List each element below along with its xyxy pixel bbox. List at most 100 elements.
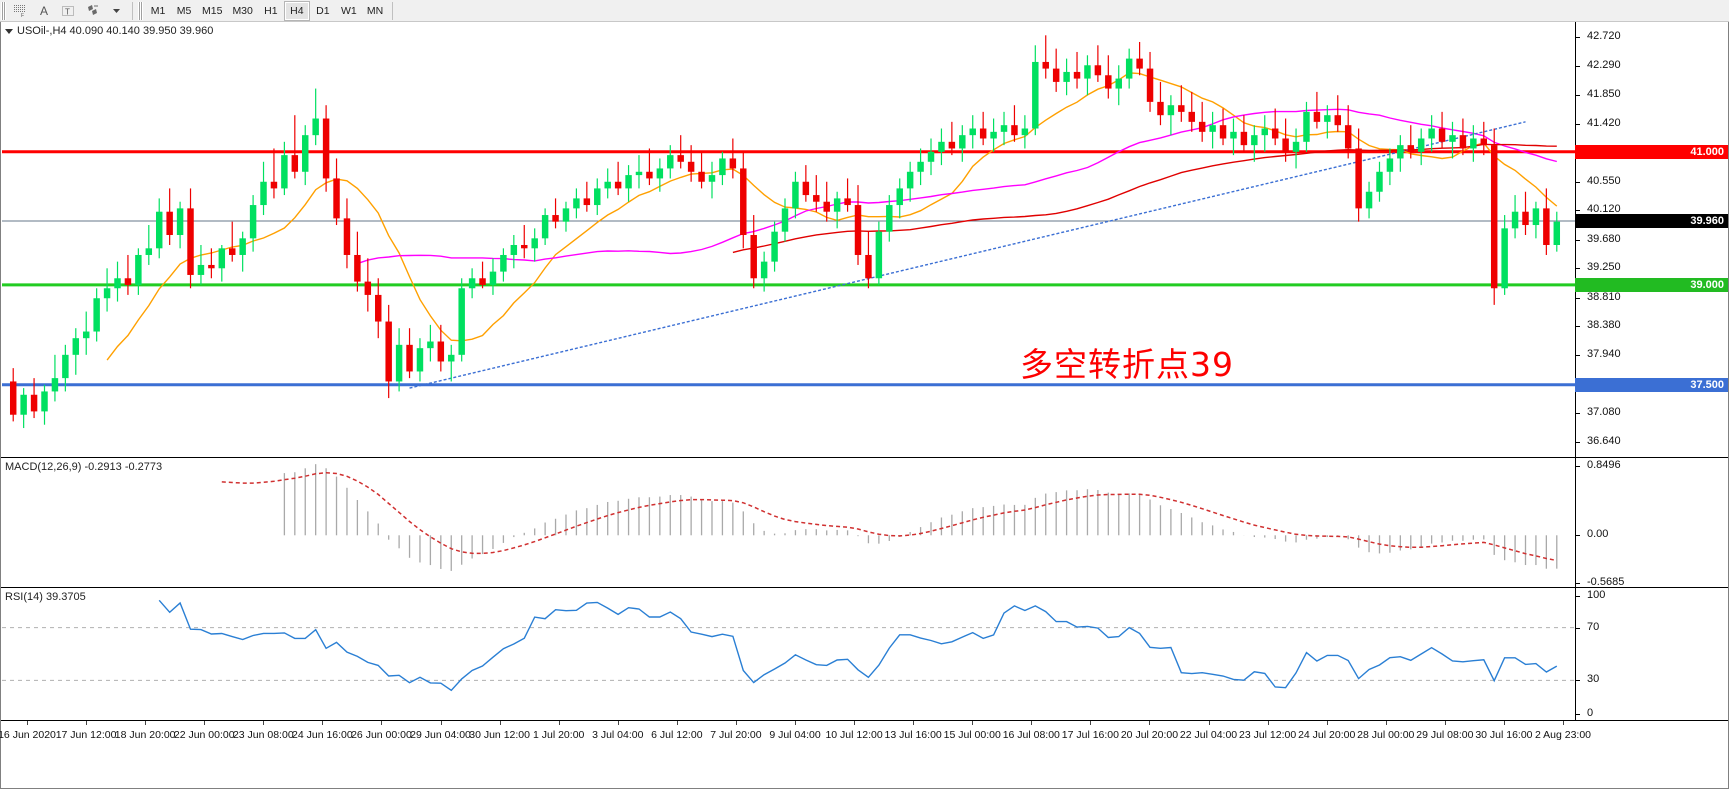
candle: [82, 311, 90, 355]
x-axis-tick: [27, 721, 28, 725]
x-axis-label: 24 Jun 16:00: [292, 729, 353, 741]
candle: [176, 201, 184, 249]
chevron-down-icon[interactable]: [104, 1, 128, 21]
candle: [854, 185, 862, 265]
candle: [187, 188, 194, 289]
candle: [364, 258, 372, 312]
timeframe-h4[interactable]: H4: [283, 0, 310, 21]
macd-pane[interactable]: MACD(12,26,9) -0.2913 -0.2773 0.8496 0.00…: [1, 458, 1728, 588]
candle: [124, 254, 132, 295]
candle: [1511, 195, 1519, 239]
rsi-pane[interactable]: RSI(14) 39.3705 100 70 30 0: [1, 588, 1728, 721]
candle: [687, 145, 695, 182]
x-axis-label: 24 Jul 20:00: [1298, 729, 1356, 741]
candle: [1449, 121, 1456, 159]
price-candles-layer: [2, 35, 1575, 429]
ma-magenta: [357, 108, 1557, 265]
rsi-plot[interactable]: [2, 588, 1575, 720]
chart-annotation[interactable]: 多空转折点39: [1020, 345, 1234, 384]
candle: [1303, 101, 1310, 152]
candle: [562, 201, 570, 232]
crosshair-grid-icon[interactable]: F: [8, 1, 32, 21]
timeframe-w1[interactable]: W1: [341, 4, 357, 17]
candle: [322, 105, 330, 192]
candle: [1480, 121, 1488, 156]
price-tick-label: 41.420: [1587, 116, 1621, 129]
price-tick-label: 40.120: [1587, 203, 1621, 216]
text-box-icon[interactable]: T: [56, 1, 80, 21]
support-39000-tag[interactable]: 39.000: [1575, 277, 1728, 292]
price-tick-label: 39.680: [1587, 232, 1621, 245]
candle: [1438, 111, 1446, 149]
price-tick-label: 38.380: [1587, 319, 1621, 332]
candle: [1178, 85, 1185, 122]
candle: [1219, 108, 1227, 146]
candle: [760, 251, 768, 292]
candle: [1522, 191, 1529, 236]
candle: [1334, 95, 1341, 132]
x-axis-tick: [1090, 721, 1092, 725]
candle: [813, 175, 820, 212]
candle: [1084, 55, 1091, 96]
x-axis-label: 13 Jul 16:00: [884, 729, 942, 741]
candle: [656, 158, 664, 192]
candle: [906, 161, 914, 202]
macd-plot[interactable]: [2, 458, 1575, 587]
candle: [30, 378, 38, 419]
candle: [270, 148, 278, 199]
candle: [740, 151, 747, 249]
candle: [1042, 35, 1049, 79]
last-price-tag[interactable]: 39.960: [1575, 214, 1728, 229]
x-axis-tick: [1208, 721, 1210, 725]
x-axis-tick: [440, 721, 442, 725]
candle: [218, 244, 226, 282]
resistance-41000-tag[interactable]: 41.000: [1575, 144, 1728, 159]
x-axis-label: 10 Jul 12:00: [825, 729, 883, 741]
toolbar-drag-handle[interactable]: [1, 1, 6, 20]
uptrend-line[interactable]: [409, 121, 1526, 389]
candle: [1261, 115, 1268, 152]
candle: [1324, 105, 1331, 139]
candle: [698, 151, 705, 189]
timeframe-m5[interactable]: M5: [176, 4, 192, 17]
timeframe-mn[interactable]: MN: [366, 4, 384, 17]
candle: [635, 155, 643, 189]
price-scale[interactable]: 42.720 42.290 41.850 41.420 41.000 40.550 40.1…: [1575, 22, 1728, 457]
macd-scale[interactable]: 0.8496 0.00 -0.5685: [1575, 458, 1728, 587]
chart-area[interactable]: USOil-,H4 40.090 40.140 39.950 39.960 多空…: [0, 22, 1729, 789]
rsi-scale[interactable]: 100 70 30 0: [1575, 588, 1728, 720]
rsi-pane-label: RSI(14) 39.3705: [5, 591, 86, 603]
candle: [1094, 45, 1102, 82]
timeframe-drag-handle[interactable]: [138, 1, 143, 20]
x-axis[interactable]: 16 Jun 2020 17 Jun 12:00 18 Jun 20:00 22 Ju…: [0, 721, 1728, 787]
candle: [1490, 128, 1498, 305]
candle: [667, 145, 674, 179]
x-axis-label: 16 Jul 08:00: [1002, 729, 1060, 741]
macd-tick-label: -0.5685: [1587, 576, 1625, 588]
timeframe-d1[interactable]: D1: [316, 4, 330, 17]
rsi-tick-label: 30: [1587, 673, 1600, 686]
candle: [1365, 181, 1373, 219]
timeframe-m30[interactable]: M30: [232, 4, 253, 17]
price-plot[interactable]: 多空转折点39: [2, 22, 1575, 457]
x-axis-tick: [1326, 721, 1328, 725]
objects-icon[interactable]: [80, 1, 104, 21]
candle: [802, 165, 810, 202]
candle: [708, 161, 716, 199]
candle: [1011, 105, 1018, 142]
candle: [281, 141, 288, 196]
support-37500-tag[interactable]: 37.500: [1575, 377, 1728, 392]
timeframe-h1[interactable]: H1: [264, 4, 278, 17]
x-axis-tick: [795, 721, 796, 725]
text-label-icon[interactable]: A: [39, 3, 48, 18]
price-pane[interactable]: USOil-,H4 40.090 40.140 39.950 39.960 多空…: [1, 22, 1728, 458]
candle: [197, 244, 205, 285]
timeframe-m15[interactable]: M15: [202, 4, 223, 17]
x-axis-tick: [204, 721, 206, 725]
x-axis-tick: [1031, 721, 1033, 725]
timeframe-m1[interactable]: M1: [150, 4, 166, 17]
candle: [927, 138, 935, 176]
rsi-tick-label: 70: [1587, 620, 1600, 633]
candle: [1146, 51, 1154, 112]
price-tick-label: 40.550: [1587, 174, 1621, 187]
